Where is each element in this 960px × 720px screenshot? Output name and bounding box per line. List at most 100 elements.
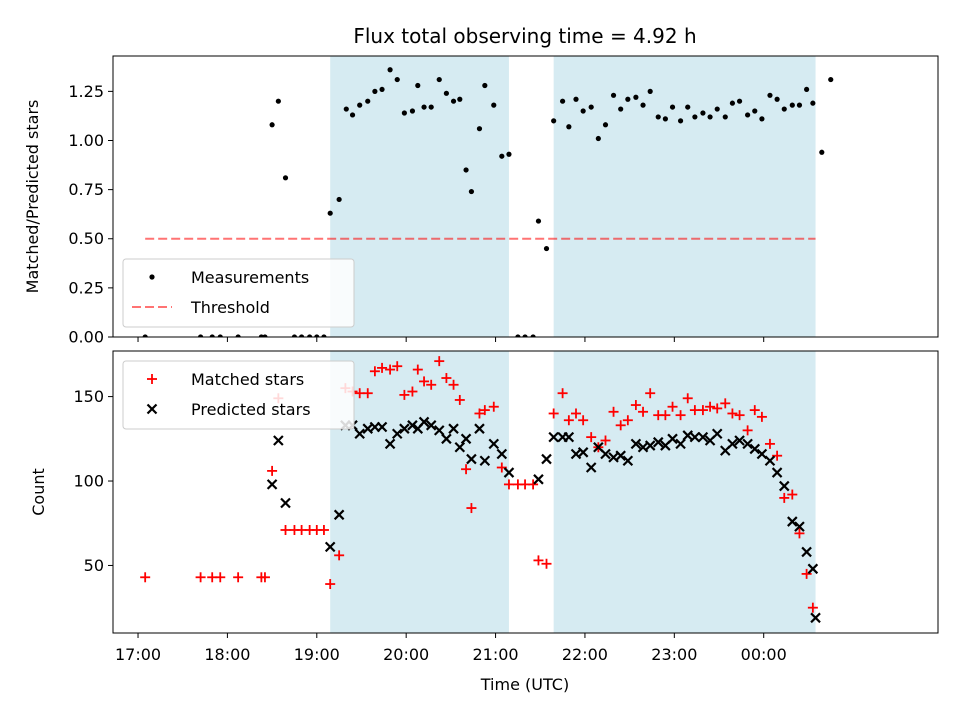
predicted-stars-point-24-b [474,423,485,434]
measurements-point-79 [796,102,803,108]
measurements-point-46 [551,118,557,124]
matched-stars-point-70 [727,408,738,419]
matched-stars-point-71 [734,410,745,421]
measurements-point-63 [677,118,684,124]
y-tick-label: 0.75 [68,180,104,199]
measurements-point-55 [618,106,624,112]
predicted-stars-point-30 [541,453,552,465]
predicted-stars-point-41-b [622,455,634,467]
top-panel: 0.00 0.25 0.50 0.75 1.00 1.25 Matched/Predicte… [23,55,939,347]
predicted-stars-point-66 [807,563,819,575]
predicted-stars-point-30-b [541,453,552,465]
measurements-point-70 [729,100,736,106]
measurements-point-37 [482,82,488,89]
matched-stars-point-36 [474,408,485,419]
measurements-point-21 [372,88,378,94]
predicted-stars-point-28 [503,467,515,478]
predicted-stars-point-27-b [496,448,508,460]
predicted-stars-point-64 [794,521,805,532]
measurements-point-56 [625,96,631,102]
matched-stars-point-6 [259,572,270,583]
matched-stars-point-21 [369,366,380,377]
matched-stars-point-23 [385,364,396,375]
x-tick-label: 23:00 [651,645,697,664]
legend-label: Threshold [190,298,270,317]
predicted-stars-point-65-b [801,546,812,558]
predicted-stars-point-34-b [570,448,582,460]
legend-marker [146,403,158,415]
matched-stars-point-25 [399,389,410,400]
predicted-stars-point-16-b [418,416,430,428]
matched-stars-point-63 [675,410,686,421]
measurements-point-36 [476,126,483,132]
predicted-stars-point-13-b [399,423,410,434]
matched-stars-point-34 [461,464,472,475]
predicted-stars-point-40 [615,450,626,461]
y-tick-label: 0.25 [68,278,104,297]
measurements-point-67 [707,114,713,120]
predicted-stars-point-43-b [637,441,649,453]
x-tick-label: 00:00 [741,645,787,664]
matched-stars-point-66 [697,405,708,416]
predicted-stars-point-45 [652,436,664,448]
matched-stars-point-33 [454,394,465,405]
matched-stars-point-35 [466,503,477,514]
x-tick-label: 20:00 [383,645,429,664]
predicted-stars-point-37-b [593,441,604,453]
predicted-stars-point-60-b [764,455,776,467]
measurements-point-77 [781,106,787,112]
matched-stars-point-78 [787,489,798,500]
measurements-point-53 [602,122,609,128]
predicted-stars-point-3 [324,541,336,553]
matched-stars-point-50 [578,415,589,426]
predicted-stars-point-31 [548,431,559,443]
measurements-point-75 [767,92,773,98]
predicted-stars-point-26 [488,438,500,450]
predicted-stars-point-67 [810,612,821,624]
matched-stars-point-32 [448,379,459,390]
matched-stars-point-49 [571,408,582,419]
measurements-point-16 [336,196,342,203]
matched-stars-point-74 [756,411,767,422]
predicted-stars-point-53 [711,428,723,440]
x-tick-label: 21:00 [473,645,519,664]
predicted-stars-point-21 [454,441,466,453]
measurements-point-27 [415,82,421,89]
predicted-stars-point-60 [764,455,776,467]
x-axis-title: Time (UTC) [480,675,569,694]
predicted-stars-point-29-b [533,474,544,485]
panel-frame [112,55,939,338]
measurements-point-26 [409,108,416,114]
legend-box [122,258,355,328]
predicted-stars-point-38 [600,448,611,460]
matched-stars-point-0 [140,572,151,583]
measurements-point-65 [692,114,698,120]
predicted-stars-point-0-b [266,479,278,490]
predicted-stars-point-61 [771,467,783,478]
predicted-stars-point-11 [384,438,396,450]
predicted-stars-point-56 [734,435,745,446]
predicted-stars-point-53-b [711,428,723,440]
matched-stars-point-29 [426,379,437,390]
x-tick-label: 19:00 [294,645,340,664]
measurements-point-11 [298,334,305,337]
predicted-stars-point-63 [787,516,798,527]
measurements-point-45 [543,245,550,252]
panel-frame [112,350,939,634]
measurements-point-4 [235,334,241,337]
measurements-point-58 [640,102,646,108]
measurements-point-2 [209,334,215,337]
observing-window-2 [553,56,816,337]
predicted-stars-point-7-b [354,428,365,440]
chart-title: Flux total observing time = 4.92 h [353,24,696,48]
measurements-point-29 [428,104,434,110]
measurements-point-51 [588,104,594,110]
predicted-stars-point-8-b [362,423,374,434]
predicted-stars-point-42-b [630,438,642,450]
predicted-stars-point-33 [563,431,575,443]
legend-marker [149,274,155,280]
predicted-stars-point-56-b [734,435,745,446]
predicted-stars-point-4 [333,509,345,521]
predicted-stars-point-61-b [771,467,783,478]
